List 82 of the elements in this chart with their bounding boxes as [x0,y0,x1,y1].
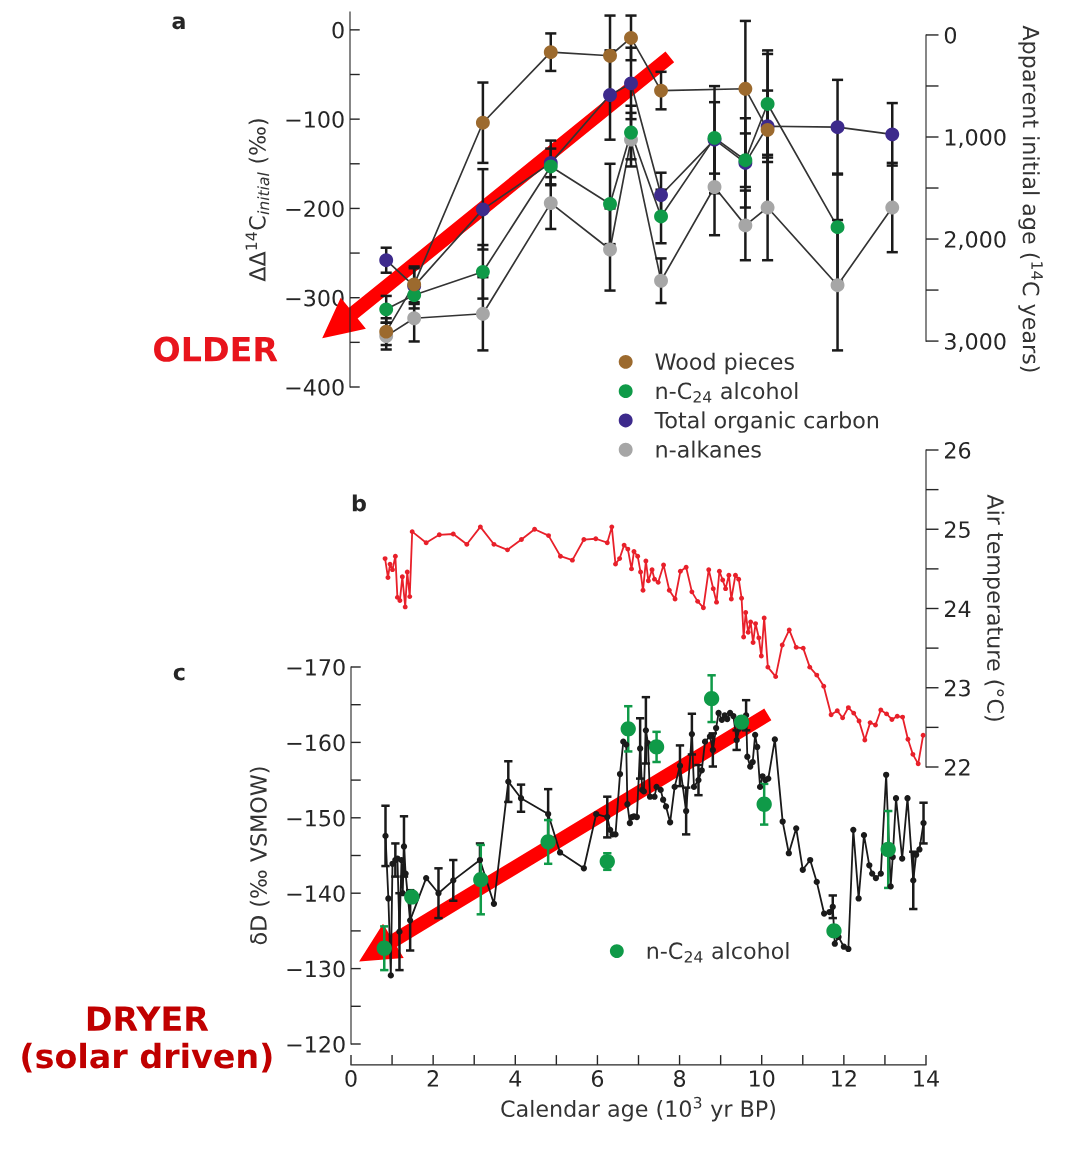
point [738,81,753,96]
point [475,264,490,279]
point [707,180,722,194]
y-tick-label: −200 [286,200,344,218]
point [473,871,489,888]
x-axis-title: Calendar age (10$^{3}$ yr BP) [501,1096,775,1122]
point [760,97,775,111]
legend-label: Wood pieces [655,352,794,375]
point [603,242,617,257]
point [830,278,845,293]
y-tick-label: −120 [287,1035,345,1053]
point [738,218,753,233]
point [624,125,638,140]
y-tick-label: −100 [286,111,344,128]
legend-label: n-alkanes [656,440,761,458]
text: OLDER [154,336,278,362]
point [733,714,750,730]
y2-tick-label: 0 [944,26,957,44]
y-tick-label: −400 [286,378,344,396]
y-tick-label: −160 [287,734,345,752]
x-tick-label: 0 [345,1070,357,1087]
point [880,841,896,858]
chart-title: a [172,16,185,30]
point [654,209,668,224]
point [703,691,720,707]
point [756,796,772,812]
legend-label: n-C$_{24}$ alcohol [647,941,789,963]
point [830,220,845,235]
point [543,159,558,174]
point [620,721,636,737]
y2-tick-label: 2,000 [944,230,1006,251]
y2-axis-title: Apparent initial age ($^{14}$C years) [1018,25,1043,372]
x-tick-label: 12 [832,1070,856,1087]
y-tick-label: 0 [332,21,344,39]
point [475,115,490,130]
point [624,30,638,45]
point [760,200,775,215]
y-axis-title: ΔΔ$^{14}$C$_{initial}$ (‰) [245,119,270,282]
point [654,273,668,288]
chart-title: c [173,667,185,681]
point [885,127,900,142]
y2-tick-label: 24 [944,600,971,617]
y-tick-label: −170 [287,658,345,676]
y2-tick-label: 22 [944,758,970,776]
text: b [352,494,366,512]
point [603,48,617,63]
y2-tick-label: 23 [944,679,970,697]
legend-label: Total organic carbon [654,411,879,433]
legend-label: n-C$_{24}$ alcohol [656,382,798,403]
point [407,311,422,326]
point [603,88,617,102]
x-tick-label: 6 [591,1070,604,1087]
x-tick-label: 4 [509,1070,522,1087]
point [475,202,490,217]
point [648,739,665,755]
x-tick-label: 2 [427,1070,438,1087]
x-tick-label: 10 [750,1070,775,1087]
point [543,45,558,60]
y2-tick-label: 1,000 [945,128,1006,149]
point [624,76,638,91]
point [826,923,842,939]
point [603,197,617,211]
x-tick-label: 8 [674,1070,686,1087]
point [543,196,558,211]
y2-tick-label: 25 [944,521,970,539]
text: DRYER (solar driven) [22,1006,272,1073]
y-tick-label: −140 [287,885,345,902]
point [654,188,668,202]
y2-axis-title: Air temperature (°C) [982,494,1005,721]
point [376,940,392,956]
point [379,253,394,268]
x-tick-label: 14 [914,1070,939,1087]
point [830,120,845,135]
y2-tick-label: 26 [944,441,971,459]
y-tick-label: −150 [287,809,345,827]
point [885,200,900,215]
point [654,83,668,98]
y-axis-title: δD (‰ VSMOW) [249,767,270,945]
y-tick-label: −130 [287,960,345,978]
point [475,306,490,321]
point [540,834,556,850]
y2-tick-label: 3,000 [945,333,1006,353]
